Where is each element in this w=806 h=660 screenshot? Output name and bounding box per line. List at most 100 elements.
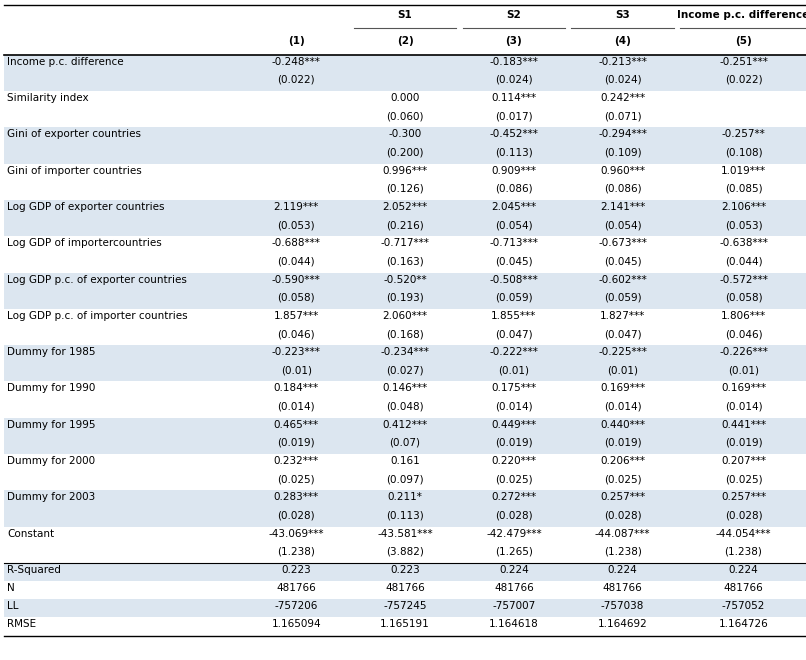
Text: 0.242***: 0.242*** [600,93,645,103]
Text: 0.169***: 0.169*** [600,383,645,393]
Text: Constant: Constant [7,529,54,539]
Text: (0.058): (0.058) [725,293,762,303]
Text: -44.054***: -44.054*** [716,529,771,539]
Text: (5): (5) [735,36,752,46]
Text: (0.060): (0.060) [386,112,424,121]
Bar [4,73,806,91]
Text: 1.164726: 1.164726 [719,620,768,630]
Text: -0.508***: -0.508*** [489,275,538,284]
Text: S1: S1 [397,10,413,20]
Text: Log GDP p.c. of importer countries: Log GDP p.c. of importer countries [7,311,188,321]
Text: (1.265): (1.265) [495,547,533,557]
Text: 0.283***: 0.283*** [274,492,318,502]
Text: 2.119***: 2.119*** [273,202,319,212]
Bar [4,436,806,454]
Bar [4,200,806,218]
Text: -43.069***: -43.069*** [268,529,324,539]
Text: R-Squared: R-Squared [7,565,61,575]
Text: 0.000: 0.000 [390,93,420,103]
Text: 0.146***: 0.146*** [383,383,427,393]
Bar [4,146,806,164]
Bar [4,599,806,618]
Text: RMSE: RMSE [7,620,36,630]
Text: 0.211*: 0.211* [388,492,422,502]
Text: 1.165094: 1.165094 [272,620,321,630]
Text: (0.01): (0.01) [728,366,759,376]
Text: 1.164618: 1.164618 [489,620,538,630]
Text: -0.257**: -0.257** [721,129,766,139]
Text: (0.025): (0.025) [604,474,642,484]
Text: -0.225***: -0.225*** [598,347,647,357]
Text: 2.052***: 2.052*** [383,202,427,212]
Text: (0.07): (0.07) [389,438,421,448]
Text: (0.109): (0.109) [604,148,642,158]
Text: 1.806***: 1.806*** [721,311,766,321]
Text: LL: LL [7,601,19,611]
Text: -43.581***: -43.581*** [377,529,433,539]
Text: (0.086): (0.086) [604,184,642,194]
Text: (0.059): (0.059) [495,293,533,303]
Text: 1.165191: 1.165191 [380,620,430,630]
Text: 2.045***: 2.045*** [492,202,536,212]
Text: 0.232***: 0.232*** [274,456,318,466]
Bar [4,127,806,145]
Text: (1.238): (1.238) [277,547,315,557]
Text: (0.045): (0.045) [604,257,642,267]
Text: (0.168): (0.168) [386,329,424,339]
Text: 1.857***: 1.857*** [273,311,319,321]
Text: Gini of exporter countries: Gini of exporter countries [7,129,141,139]
Text: (0.014): (0.014) [495,401,533,412]
Text: -0.222***: -0.222*** [489,347,538,357]
Text: (0.046): (0.046) [277,329,315,339]
Text: (0.028): (0.028) [604,511,642,521]
Text: 0.184***: 0.184*** [274,383,318,393]
Bar [4,218,806,236]
Text: (0.193): (0.193) [386,293,424,303]
Text: (0.01): (0.01) [280,366,312,376]
Text: (4): (4) [614,36,631,46]
Bar [4,273,806,290]
Bar [4,363,806,381]
Text: 2.106***: 2.106*** [721,202,766,212]
Text: -757038: -757038 [601,601,644,611]
Text: (3): (3) [505,36,522,46]
Text: (0.113): (0.113) [495,148,533,158]
Text: (0.054): (0.054) [604,220,642,230]
Text: N: N [7,583,15,593]
Text: 481766: 481766 [276,583,316,593]
Text: (0.163): (0.163) [386,257,424,267]
Text: Dummy for 1995: Dummy for 1995 [7,420,96,430]
Text: (0.044): (0.044) [725,257,762,267]
Text: -0.590***: -0.590*** [272,275,321,284]
Text: Gini of importer countries: Gini of importer countries [7,166,142,176]
Text: -757007: -757007 [492,601,535,611]
Text: -0.226***: -0.226*** [719,347,768,357]
Bar [4,55,806,73]
Text: (0.028): (0.028) [495,511,533,521]
Text: 0.175***: 0.175*** [492,383,536,393]
Text: Similarity index: Similarity index [7,93,89,103]
Text: Income p.c. difference: Income p.c. difference [7,57,124,67]
Text: 0.220***: 0.220*** [492,456,536,466]
Text: (0.113): (0.113) [386,511,424,521]
Text: -44.087***: -44.087*** [595,529,650,539]
Text: (0.216): (0.216) [386,220,424,230]
Text: 1.164692: 1.164692 [598,620,647,630]
Text: (0.01): (0.01) [498,366,530,376]
Bar [4,563,806,581]
Text: 481766: 481766 [724,583,763,593]
Text: -0.183***: -0.183*** [489,57,538,67]
Text: (0.046): (0.046) [725,329,762,339]
Text: Dummy for 1985: Dummy for 1985 [7,347,96,357]
Text: (0.044): (0.044) [277,257,315,267]
Text: -0.248***: -0.248*** [272,57,321,67]
Text: -0.300: -0.300 [388,129,422,139]
Text: 0.412***: 0.412*** [383,420,427,430]
Text: (0.019): (0.019) [604,438,642,448]
Text: -42.479***: -42.479*** [486,529,542,539]
Text: (0.048): (0.048) [386,401,424,412]
Text: (3.882): (3.882) [386,547,424,557]
Text: (0.053): (0.053) [725,220,762,230]
Text: 481766: 481766 [603,583,642,593]
Text: (0.022): (0.022) [725,75,762,85]
